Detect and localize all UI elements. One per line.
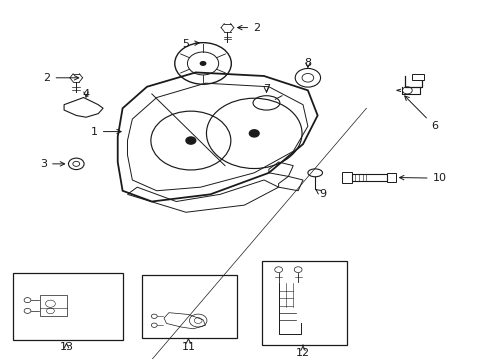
Text: 7: 7 <box>263 84 269 94</box>
Text: 9: 9 <box>315 189 325 199</box>
Text: 12: 12 <box>295 345 309 358</box>
Circle shape <box>249 130 259 137</box>
Bar <box>351 174 386 181</box>
Text: 2: 2 <box>43 73 79 83</box>
Text: 13: 13 <box>60 342 73 352</box>
Text: 5: 5 <box>182 39 199 49</box>
Circle shape <box>185 137 195 144</box>
Text: 3: 3 <box>40 159 64 169</box>
Text: 1: 1 <box>91 127 121 136</box>
Bar <box>40 295 66 316</box>
Bar <box>13 273 122 339</box>
Bar <box>411 74 423 80</box>
Text: 2: 2 <box>237 23 260 33</box>
Bar <box>261 261 346 345</box>
Text: 4: 4 <box>82 89 89 99</box>
Bar <box>386 173 395 182</box>
Text: 8: 8 <box>304 58 311 68</box>
Text: 10: 10 <box>399 173 446 183</box>
Text: 6: 6 <box>404 96 437 131</box>
Bar <box>142 275 237 338</box>
Text: 11: 11 <box>181 339 195 352</box>
Circle shape <box>199 61 206 66</box>
Bar <box>341 172 351 183</box>
